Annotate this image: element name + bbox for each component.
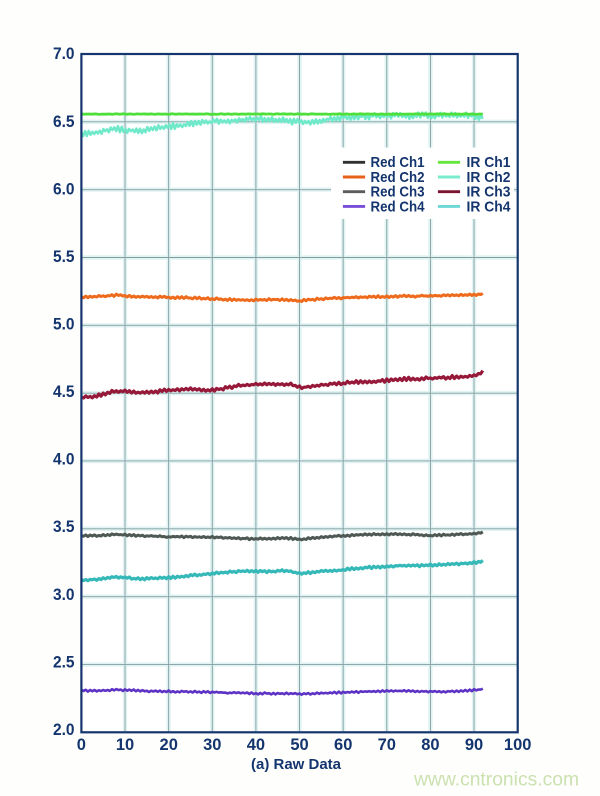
svg-text:4.5: 4.5 <box>53 383 75 401</box>
svg-text:90: 90 <box>465 736 483 754</box>
svg-text:2.0: 2.0 <box>53 721 75 739</box>
svg-text:3.0: 3.0 <box>53 586 75 604</box>
svg-text:6.0: 6.0 <box>53 180 75 198</box>
svg-text:5.5: 5.5 <box>53 248 75 266</box>
svg-text:6.5: 6.5 <box>53 113 75 131</box>
svg-text:Red Ch3: Red Ch3 <box>371 184 425 201</box>
svg-text:40: 40 <box>247 736 265 754</box>
svg-text:Red Ch2: Red Ch2 <box>371 169 425 186</box>
svg-text:80: 80 <box>421 736 439 754</box>
svg-text:20: 20 <box>160 736 178 754</box>
svg-text:www.cntronics.com: www.cntronics.com <box>413 770 579 791</box>
svg-text:4.0: 4.0 <box>53 451 75 469</box>
svg-text:60: 60 <box>334 736 352 754</box>
svg-text:100: 100 <box>504 736 532 754</box>
svg-text:IR Ch2: IR Ch2 <box>467 169 511 186</box>
svg-text:2.5: 2.5 <box>53 653 75 671</box>
svg-text:IR Ch3: IR Ch3 <box>467 184 511 201</box>
svg-text:3.5: 3.5 <box>53 518 75 536</box>
svg-text:10: 10 <box>116 736 134 754</box>
svg-text:IR Ch4: IR Ch4 <box>467 198 512 215</box>
svg-text:30: 30 <box>203 736 221 754</box>
svg-text:IR Ch1: IR Ch1 <box>467 154 511 171</box>
svg-text:70: 70 <box>378 736 396 754</box>
svg-text:7.0: 7.0 <box>53 45 75 63</box>
svg-text:50: 50 <box>290 736 308 754</box>
svg-text:5.0: 5.0 <box>53 316 75 334</box>
svg-text:(a) Raw Data: (a) Raw Data <box>251 756 342 773</box>
svg-text:Red Ch1: Red Ch1 <box>371 154 425 171</box>
svg-text:0: 0 <box>77 736 86 754</box>
svg-text:Red Ch4: Red Ch4 <box>371 198 426 215</box>
